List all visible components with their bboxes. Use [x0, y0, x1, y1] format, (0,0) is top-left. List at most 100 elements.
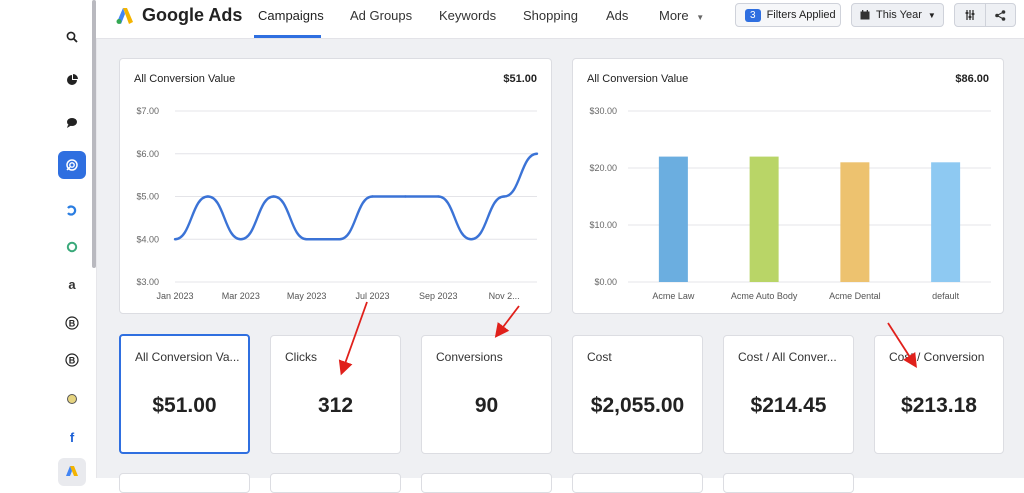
- data-point: [173, 238, 177, 241]
- loop-icon[interactable]: [58, 196, 86, 224]
- kpi-card-next-row[interactable]: [723, 473, 854, 493]
- svg-text:B: B: [69, 319, 76, 329]
- sidebar-scrollbar[interactable]: [92, 0, 96, 268]
- top-bar: Google Ads Campaigns Ad Groups Keywords …: [96, 0, 1024, 39]
- chat-icon[interactable]: [58, 109, 86, 137]
- settings-sliders-icon[interactable]: [955, 4, 986, 26]
- kpi-card-next-row[interactable]: [421, 473, 552, 493]
- kpi-card-conversions[interactable]: Conversions 90: [421, 335, 552, 454]
- data-point: [305, 238, 308, 241]
- filters-button[interactable]: 3 Filters Applied: [735, 3, 841, 27]
- y-tick-label: $0.00: [594, 277, 617, 287]
- kpi-card-next-row[interactable]: [270, 473, 401, 493]
- bar-chart-title: All Conversion Value: [587, 73, 689, 85]
- x-tick-label: Jul 2023: [355, 291, 389, 301]
- y-tick-label: $30.00: [589, 106, 617, 116]
- kpi-title: Cost / All Conver...: [738, 350, 837, 364]
- x-tick-label: Acme Dental: [829, 291, 881, 301]
- kpi-card-all-conversion-value[interactable]: All Conversion Va... $51.00: [119, 334, 250, 454]
- bar-chart-total: $86.00: [955, 73, 989, 85]
- left-strip: [0, 0, 51, 478]
- tab-shopping[interactable]: Shopping: [523, 8, 578, 23]
- b-icon[interactable]: B: [58, 346, 86, 374]
- kpi-title: All Conversion Va...: [135, 350, 240, 364]
- x-tick-label: Acme Auto Body: [731, 291, 798, 301]
- ring-icon[interactable]: [58, 233, 86, 261]
- chevron-down-icon: ▼: [696, 13, 705, 22]
- bar: [840, 162, 870, 282]
- calendar-icon: [860, 10, 870, 20]
- active-tab-indicator: [254, 35, 321, 38]
- data-point: [502, 195, 506, 198]
- x-tick-label: default: [932, 291, 960, 301]
- date-range-label: This Year: [876, 9, 922, 21]
- more-label: More: [659, 8, 689, 23]
- tab-campaigns[interactable]: Campaigns: [258, 8, 324, 23]
- kpi-value: $2,055.00: [590, 394, 685, 417]
- kpi-value: $214.45: [750, 394, 827, 417]
- pie-chart-icon[interactable]: [58, 66, 86, 94]
- b-icon[interactable]: B: [58, 309, 86, 337]
- google-ads-icon[interactable]: [58, 458, 86, 486]
- kpi-title: Cost / Conversion: [889, 350, 985, 364]
- data-point: [404, 195, 407, 198]
- y-tick-label: $3.00: [136, 277, 159, 287]
- amazon-icon[interactable]: a: [68, 276, 76, 292]
- data-point: [469, 238, 473, 241]
- series-line: [174, 152, 538, 241]
- data-point: [239, 238, 243, 241]
- kpi-card-next-row[interactable]: [572, 473, 703, 493]
- filters-count-badge: 3: [745, 8, 761, 22]
- kpi-title: Cost: [587, 350, 612, 364]
- y-tick-label: $10.00: [589, 220, 617, 230]
- kpi-value: 312: [317, 394, 354, 417]
- line-chart: $7.00 $6.00 $5.00 $4.00 $3.00 Jan 2023 Mar 202…: [136, 106, 539, 301]
- tab-more[interactable]: More ▼: [659, 8, 704, 23]
- kpi-card-next-row[interactable]: [119, 473, 250, 493]
- toolbar-button-group: [954, 3, 1016, 27]
- kpi-card-clicks[interactable]: Clicks 312: [270, 335, 401, 454]
- x-tick-label: Jan 2023: [156, 291, 193, 301]
- tab-ads[interactable]: Ads: [606, 8, 629, 23]
- kpi-card-cost[interactable]: Cost $2,055.00: [572, 335, 703, 454]
- search-icon[interactable]: [58, 23, 86, 51]
- line-chart-title: All Conversion Value: [134, 73, 236, 85]
- app-title: Google Ads: [142, 5, 243, 25]
- x-tick-label: May 2023: [287, 291, 327, 301]
- kpi-value: 90: [474, 394, 499, 417]
- line-chart-total: $51.00: [503, 73, 537, 85]
- facebook-icon[interactable]: f: [69, 429, 75, 445]
- data-point: [371, 195, 374, 198]
- bar-chart: $30.00 $20.00 $10.00 $0.00 Acme Law Acme Auto…: [589, 106, 991, 301]
- line-chart-card: All Conversion Value $51.00 $7.00 $6.00 $5…: [119, 58, 552, 314]
- kpi-card-cost-per-conversion[interactable]: Cost / Conversion $213.18: [874, 335, 1004, 454]
- data-point: [535, 152, 539, 155]
- tab-keywords[interactable]: Keywords: [439, 8, 497, 23]
- bar-chart-card: All Conversion Value $86.00 $30.00 $20.00…: [572, 58, 1004, 314]
- data-point: [338, 238, 341, 241]
- caret-down-icon: ▼: [927, 10, 936, 20]
- kpi-title: Clicks: [285, 350, 317, 364]
- kpi-card-cost-per-all-conversion[interactable]: Cost / All Conver... $214.45: [723, 335, 854, 454]
- tab-ad-groups[interactable]: Ad Groups: [350, 8, 413, 23]
- bar: [658, 156, 688, 282]
- x-tick-label: Acme Law: [652, 291, 695, 301]
- kpi-title: Conversions: [436, 350, 503, 364]
- y-tick-label: $20.00: [589, 163, 617, 173]
- y-tick-label: $4.00: [136, 234, 159, 244]
- svg-text:B: B: [69, 356, 76, 366]
- kpi-value: $213.18: [901, 394, 977, 417]
- logo[interactable]: Google Ads: [116, 5, 242, 26]
- y-tick-label: $6.00: [136, 149, 159, 159]
- kpi-value: $51.00: [152, 394, 217, 417]
- analytics-icon[interactable]: [58, 151, 86, 179]
- circle-icon[interactable]: [58, 385, 86, 413]
- x-tick-label: Nov 2...: [489, 291, 520, 301]
- y-tick-label: $7.00: [136, 106, 159, 116]
- bar: [749, 156, 779, 282]
- data-point: [272, 195, 275, 198]
- date-range-dropdown[interactable]: This Year ▼: [851, 3, 944, 27]
- google-ads-logo-icon: [116, 7, 133, 24]
- share-icon[interactable]: [986, 9, 1016, 21]
- x-tick-label: Sep 2023: [419, 291, 458, 301]
